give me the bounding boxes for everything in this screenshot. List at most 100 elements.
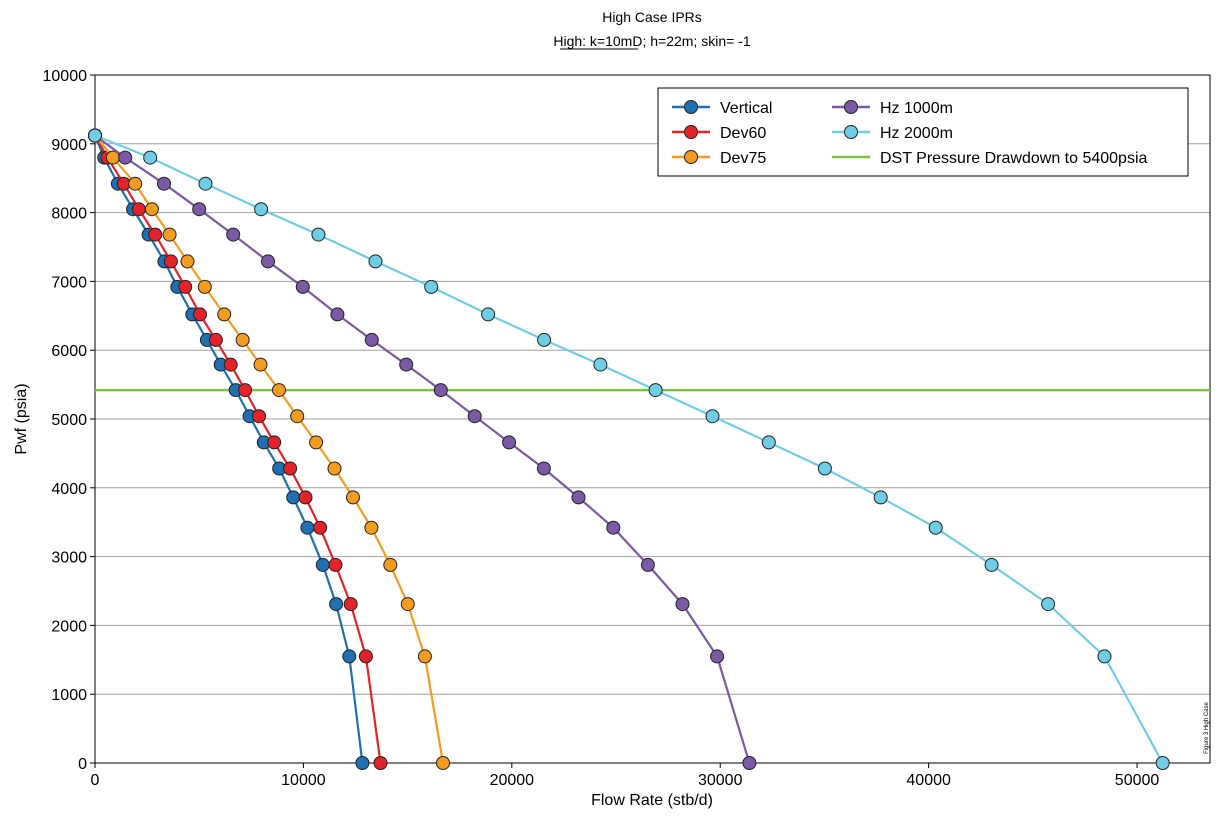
data-point-hz-1000m: [261, 254, 275, 269]
data-point-hz-1000m: [675, 597, 690, 612]
data-point-dev75: [272, 383, 286, 398]
data-point-hz-1000m: [467, 409, 482, 424]
data-point-hz-2000m: [593, 357, 608, 372]
data-point-hz-1000m: [330, 307, 345, 322]
data-point-vertical: [329, 597, 344, 612]
side-note: Figure 3 High Case: [1204, 701, 1210, 753]
data-point-dev75: [253, 357, 268, 372]
data-point-hz-1000m: [295, 279, 310, 294]
data-point-dev60: [208, 332, 223, 347]
legend: Vertical Dev60 Dev75 Hz 1000m Hz 2000m DST Pr…: [657, 87, 1189, 177]
y-axis-ticks: 0 1000 2000 3000 4000 5000 6000 7000 8000 9000 100…: [43, 68, 95, 773]
data-point-hz-1000m: [226, 227, 241, 242]
series-vertical: [88, 128, 370, 770]
legend-item-dev60: Dev60: [672, 125, 766, 142]
legend-label: Hz 2000m: [880, 125, 953, 142]
data-point-dev60: [298, 490, 313, 505]
data-point-hz-2000m: [537, 332, 552, 347]
data-point-hz-2000m: [648, 383, 663, 398]
y-tick-label: 6000: [51, 343, 87, 360]
data-point-hz-2000m: [984, 557, 999, 572]
data-point-vertical: [286, 490, 301, 505]
y-tick-label: 8000: [51, 206, 87, 223]
data-point-hz-1000m: [157, 176, 171, 191]
data-point-dev75: [309, 435, 324, 450]
data-point-hz-1000m: [192, 202, 207, 217]
data-point-hz-2000m: [873, 490, 888, 505]
data-point-dev60: [267, 435, 282, 450]
data-point-hz-2000m: [928, 520, 943, 535]
data-point-dev60: [358, 649, 373, 664]
data-point-hz-2000m: [817, 461, 832, 476]
data-point-vertical: [315, 557, 330, 572]
chart-title: High Case IPRs: [602, 9, 702, 25]
data-point-dev75: [417, 649, 432, 664]
data-point-hz-2000m: [311, 227, 326, 242]
data-point-dev75: [364, 520, 379, 535]
y-tick-label: 0: [78, 756, 87, 773]
series-dev60: [88, 128, 388, 770]
legend-item-dev75: Dev75: [672, 150, 766, 167]
data-point-dev60: [178, 279, 193, 294]
y-tick-label: 1000: [51, 687, 87, 704]
x-tick-label: 50000: [1115, 772, 1160, 789]
series-line-hz-1000m: [94, 134, 751, 764]
data-point-hz-2000m: [1041, 597, 1056, 612]
y-tick-label: 10000: [43, 68, 88, 85]
data-point-hz-1000m: [710, 649, 725, 664]
data-point-dev75: [217, 307, 232, 322]
data-point-hz-1000m: [364, 332, 379, 347]
data-point-vertical: [342, 649, 357, 664]
legend-item-vertical: Vertical: [672, 100, 772, 117]
y-tick-label: 3000: [51, 550, 87, 567]
legend-box: [657, 87, 1189, 177]
chart-subtitle: High: k=10mD; h=22m; skin= -1: [553, 33, 750, 49]
legend-label: Dev75: [720, 150, 766, 167]
data-point-hz-2000m: [368, 254, 383, 269]
data-point-dev75: [128, 176, 143, 191]
data-point-dev75: [400, 597, 415, 612]
data-point-dev75: [436, 756, 450, 770]
legend-item-hz-1000m: Hz 1000m: [832, 100, 953, 117]
data-point-hz-1000m: [433, 383, 448, 398]
data-point-dev75: [144, 202, 159, 217]
x-axis-title: Flow Rate (stb/d): [591, 792, 713, 809]
y-tick-label: 5000: [51, 412, 87, 429]
data-point-dev75: [383, 557, 398, 572]
data-point-hz-1000m: [742, 756, 757, 770]
data-point-hz-1000m: [502, 435, 517, 450]
legend-label: DST Pressure Drawdown to 5400psia: [880, 150, 1147, 167]
data-point-dev60: [148, 227, 163, 242]
data-point-hz-2000m: [761, 435, 776, 450]
y-tick-label: 7000: [51, 274, 87, 291]
x-tick-label: 30000: [698, 772, 743, 789]
data-point-hz-1000m: [606, 520, 621, 535]
data-point-dev75: [197, 279, 212, 294]
data-point-hz-2000m: [481, 307, 496, 322]
data-point-dev60: [193, 307, 207, 322]
series-hz-1000m: [88, 128, 757, 770]
y-axis-title: Pwf (psia): [13, 383, 30, 454]
x-tick-label: 20000: [490, 772, 535, 789]
y-tick-label: 4000: [51, 481, 87, 498]
data-point-hz-1000m: [640, 557, 655, 572]
x-axis-ticks: 0 10000 20000 30000 40000 50000: [91, 763, 1160, 789]
x-tick-label: 40000: [906, 772, 951, 789]
data-point-dev75: [235, 332, 250, 347]
series-hz-2000m: [88, 128, 1170, 770]
data-point-dev60: [313, 520, 328, 535]
data-point-dev60: [223, 357, 238, 372]
data-point-hz-1000m: [399, 357, 414, 372]
data-point-hz-2000m: [1097, 649, 1112, 664]
data-point-dev60: [283, 461, 298, 476]
legend-label: Hz 1000m: [880, 100, 953, 117]
data-point-vertical: [355, 756, 370, 770]
y-tick-label: 2000: [51, 618, 87, 635]
data-point-hz-2000m: [143, 150, 158, 165]
data-point-dev75: [180, 254, 195, 269]
legend-swatch-marker: [844, 100, 858, 114]
data-point-hz-2000m: [424, 279, 439, 294]
legend-item-dst-pressure-drawdown-to-5400psia: DST Pressure Drawdown to 5400psia: [832, 150, 1147, 167]
legend-swatch-marker: [684, 125, 698, 139]
